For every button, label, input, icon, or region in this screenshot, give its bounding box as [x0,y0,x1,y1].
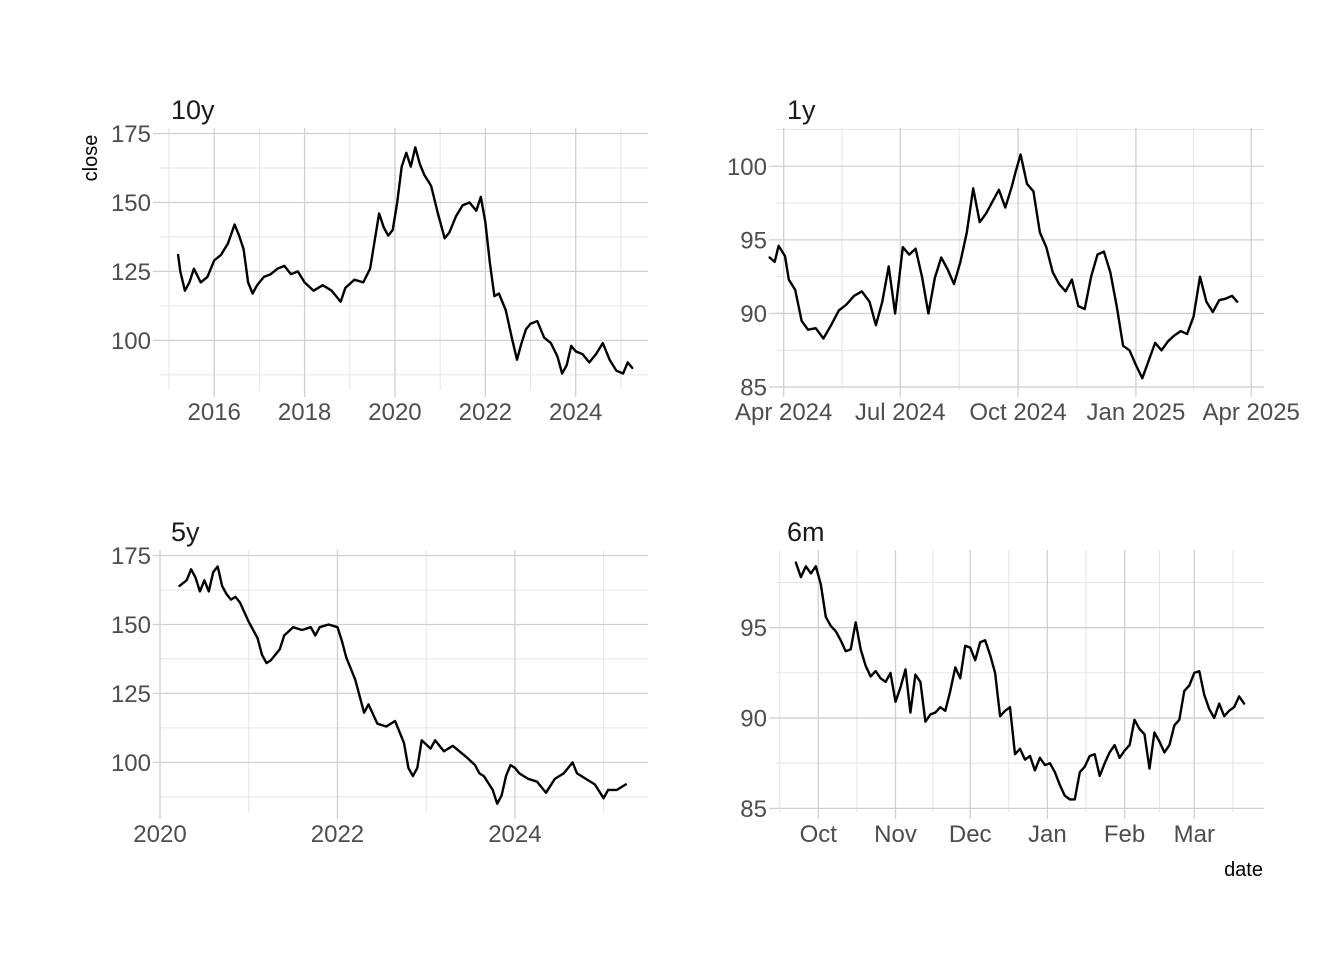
x-tick-label: 2020 [133,821,186,848]
x-tick-label: Oct 2024 [969,399,1066,426]
grid [159,550,648,812]
grid [776,128,1264,390]
y-tick-label: 175 [111,121,151,148]
y-tick-label: 90 [740,706,767,733]
panel-title-6m: 6m [787,517,825,547]
y-tick-label: 125 [111,681,151,708]
panel-title-1y: 1y [787,95,816,125]
y-tick-label: 85 [740,375,767,402]
y-tick-label: 100 [111,750,151,777]
x-tick-label: Jan [1028,821,1067,848]
y-tick-label: 100 [727,154,767,181]
panel-title-10y: 10y [171,95,215,125]
y-tick-label: 175 [111,543,151,570]
panel-1y: 1y Apr 2024 Jul 2024 Oct 2024 Jan 2025 Apr 2… [727,95,1300,426]
y-tick-label: 95 [740,615,767,642]
y-tick-label: 150 [111,612,151,639]
x-tick-label: 2022 [311,821,364,848]
x-tick-label: Oct [800,821,838,848]
panel-6m: 6m date Oct Nov Dec Jan Feb Mar 85 90 95 [740,517,1264,881]
y-tick-label: 95 [740,227,767,254]
x-tick-label: Mar [1174,821,1215,848]
y-tick-label: 125 [111,259,151,286]
grid [776,550,1264,812]
x-tick-label: 2022 [459,399,512,426]
panel-title-5y: 5y [171,517,200,547]
x-tick-label: Apr 2024 [735,399,832,426]
x-tick-label: 2016 [188,399,241,426]
series-line-10y [176,146,634,375]
series-line-5y [178,565,627,805]
y-tick-label: 85 [740,796,767,823]
series-line-1y [768,153,1239,380]
panel-5y: 5y 2020 2022 2024 100 125 150 175 [111,517,648,848]
x-tick-label: Feb [1104,821,1145,848]
x-tick-label: Dec [949,821,992,848]
panel-10y: 10y close 2016 2018 2020 2022 2024 100 125 150 1… [80,95,648,426]
x-tick-label: 2024 [488,821,541,848]
x-tick-label: Jul 2024 [855,399,946,426]
x-tick-label: Jan 2025 [1087,399,1186,426]
y-tick-label: 150 [111,190,151,217]
x-tick-label: 2020 [368,399,421,426]
grid [160,128,648,390]
x-tick-label: 2018 [278,399,331,426]
y-tick-label: 100 [111,328,151,355]
x-tick-label: 2024 [549,399,602,426]
series-line-6m [794,561,1246,801]
x-tick-label: Nov [874,821,917,848]
x-axis-title: date [1224,859,1263,881]
x-tick-label: Apr 2025 [1202,399,1299,426]
y-axis-title: close [80,135,102,182]
y-tick-label: 90 [740,301,767,328]
